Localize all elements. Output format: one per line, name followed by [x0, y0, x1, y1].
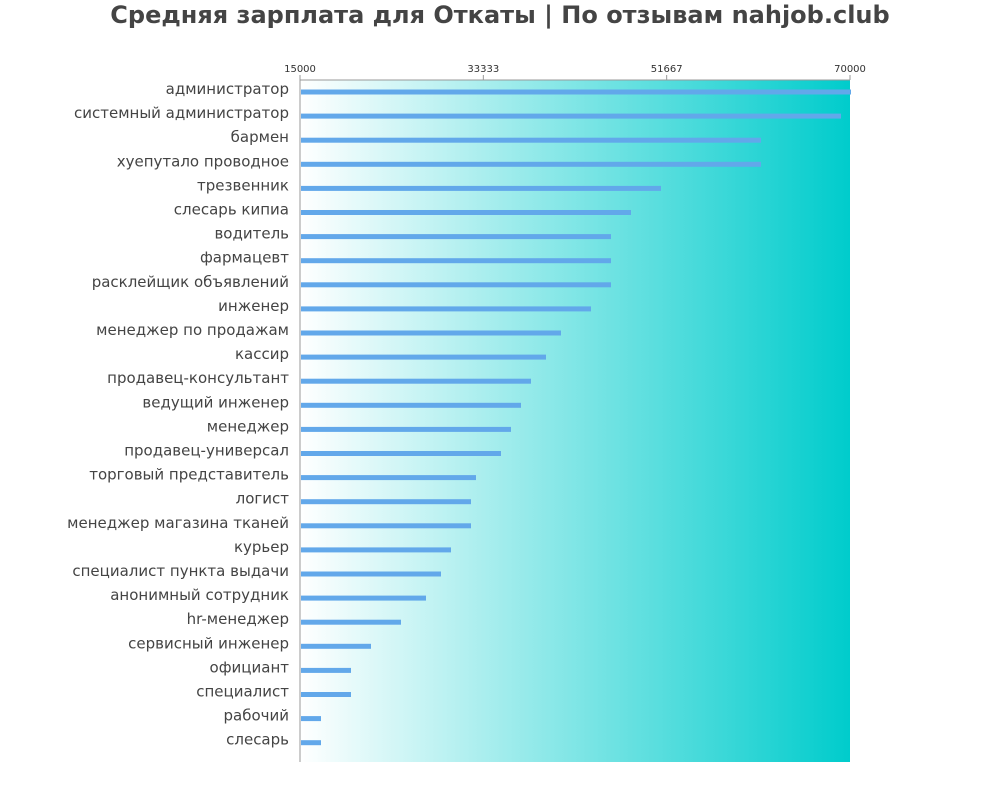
x-tick-label: 51667	[651, 64, 683, 75]
category-label: менеджер по продажам	[96, 321, 289, 339]
x-tick-label: 15000	[284, 64, 316, 75]
category-label: анонимный сотрудник	[110, 586, 289, 604]
category-label: рабочий	[223, 707, 289, 725]
bar	[301, 571, 441, 577]
category-label: менеджер магазина тканей	[67, 514, 289, 532]
category-label: бармен	[231, 128, 289, 146]
category-label: официант	[210, 658, 290, 676]
category-label: менеджер	[207, 417, 289, 435]
bar	[301, 402, 521, 408]
bar	[301, 210, 631, 215]
category-labels: администратор системный администратор барм…	[67, 80, 289, 749]
bar	[301, 113, 841, 119]
bar	[301, 234, 611, 240]
category-label: сервисный инженер	[128, 634, 289, 652]
bar	[301, 475, 476, 481]
category-label: специалист	[196, 683, 289, 701]
category-label: продавец-универсал	[124, 442, 289, 460]
category-label: расклейщик объявлений	[92, 273, 289, 291]
bar	[301, 740, 321, 746]
bar	[301, 547, 451, 553]
category-label: специалист пункта выдачи	[72, 562, 289, 580]
bar	[301, 716, 321, 722]
bar	[301, 185, 661, 191]
category-label: кассир	[235, 345, 289, 363]
category-label: слесарь	[226, 731, 289, 749]
bar	[301, 330, 561, 336]
category-label: hr-менеджер	[187, 610, 289, 628]
category-label: торговый представитель	[89, 466, 289, 484]
category-label: ведущий инженер	[142, 393, 289, 411]
category-label: системный администратор	[74, 104, 289, 122]
bar	[301, 282, 611, 288]
bar	[301, 89, 851, 95]
category-label: продавец-консультант	[107, 369, 289, 387]
category-label: администратор	[166, 80, 289, 98]
bar	[301, 692, 351, 697]
category-label: курьер	[234, 538, 289, 556]
plot-background	[300, 80, 850, 762]
category-label: логист	[236, 490, 290, 508]
bar	[301, 426, 511, 432]
bar	[301, 499, 471, 505]
bar	[301, 354, 546, 360]
bar	[301, 258, 611, 264]
bar	[301, 137, 761, 143]
bar	[301, 595, 426, 601]
category-label: слесарь кипиа	[174, 201, 289, 219]
category-label: водитель	[214, 225, 289, 243]
category-label: трезвенник	[197, 176, 289, 194]
bar	[301, 161, 761, 167]
bar	[301, 523, 471, 529]
bar	[301, 619, 401, 625]
x-axis-ticks: 15000 33333 51667 70000	[284, 64, 866, 80]
category-label: фармацевт	[200, 249, 289, 267]
x-tick-label: 33333	[467, 64, 499, 75]
bar	[301, 306, 591, 312]
bar	[301, 643, 371, 649]
bar	[301, 378, 531, 384]
category-label: хуепутало проводное	[117, 152, 289, 170]
x-tick-label: 70000	[834, 64, 866, 75]
chart-title: Средняя зарплата для Откаты | По отзывам…	[110, 1, 889, 29]
bar	[301, 451, 501, 456]
bar	[301, 667, 351, 673]
bars	[301, 89, 851, 746]
category-label: инженер	[218, 297, 289, 315]
